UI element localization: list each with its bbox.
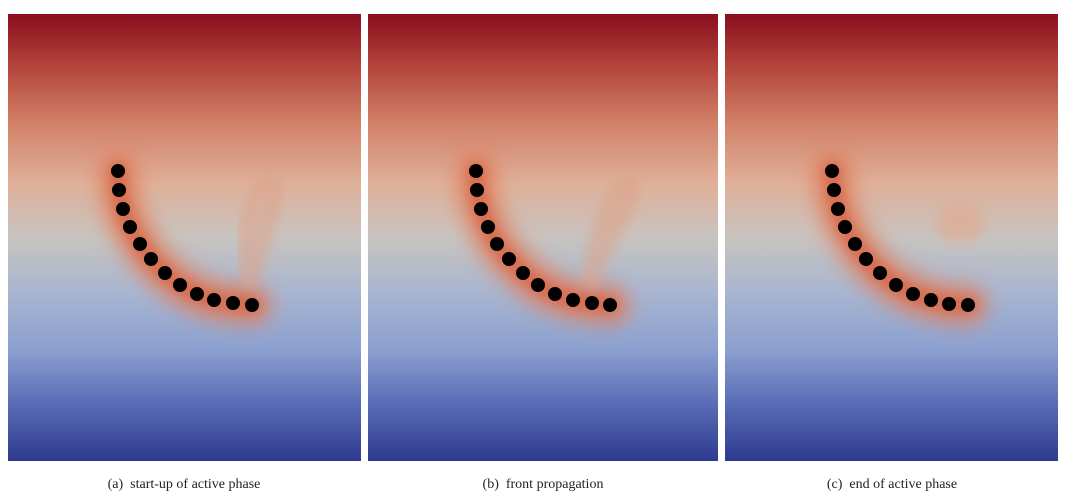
electrode <box>111 164 125 178</box>
caption-label: (a) <box>108 477 124 492</box>
caption-label: (b) <box>483 477 500 492</box>
electrode <box>585 296 599 310</box>
caption-text: start-up of active phase <box>130 477 260 492</box>
panel: (b) front propagation <box>368 14 718 492</box>
electrode <box>831 202 845 216</box>
electrode <box>490 237 504 251</box>
field-image <box>725 14 1058 461</box>
caption: (b) front propagation <box>483 477 604 492</box>
electrode <box>502 252 516 266</box>
electrode <box>207 293 221 307</box>
plume-head <box>936 202 984 242</box>
electrode <box>112 183 126 197</box>
field-image <box>8 14 361 461</box>
electrode <box>566 293 580 307</box>
electrode <box>173 278 187 292</box>
electrode <box>603 298 617 312</box>
electrode <box>516 266 530 280</box>
electrode <box>838 220 852 234</box>
electrode <box>144 252 158 266</box>
electrode <box>190 287 204 301</box>
panel: (c) end of active phase <box>725 14 1058 492</box>
electrode <box>873 266 887 280</box>
electrode <box>133 237 147 251</box>
panel: (a) start-up of active phase <box>8 14 361 492</box>
caption-text: front propagation <box>506 477 604 492</box>
electrode <box>116 202 130 216</box>
electrode <box>827 183 841 197</box>
caption: (c) end of active phase <box>827 477 957 492</box>
electrode <box>942 297 956 311</box>
caption: (a) start-up of active phase <box>108 477 261 492</box>
electrode <box>226 296 240 310</box>
electrode <box>481 220 495 234</box>
caption-text: end of active phase <box>849 477 957 492</box>
electrode <box>531 278 545 292</box>
electrode <box>859 252 873 266</box>
plume <box>582 172 640 288</box>
panels: (a) start-up of active phase (b) front prop… <box>8 14 1058 492</box>
field-image <box>368 14 718 461</box>
electrode <box>474 202 488 216</box>
caption-label: (c) <box>827 477 843 492</box>
electrode <box>469 164 483 178</box>
electrode <box>848 237 862 251</box>
electrode <box>924 293 938 307</box>
electrode <box>889 278 903 292</box>
electrode <box>245 298 259 312</box>
electrode <box>158 266 172 280</box>
electrode <box>825 164 839 178</box>
electrode <box>961 298 975 312</box>
plume <box>237 171 284 288</box>
electrode <box>470 183 484 197</box>
electrode <box>548 287 562 301</box>
electrode <box>906 287 920 301</box>
electrode <box>123 220 137 234</box>
